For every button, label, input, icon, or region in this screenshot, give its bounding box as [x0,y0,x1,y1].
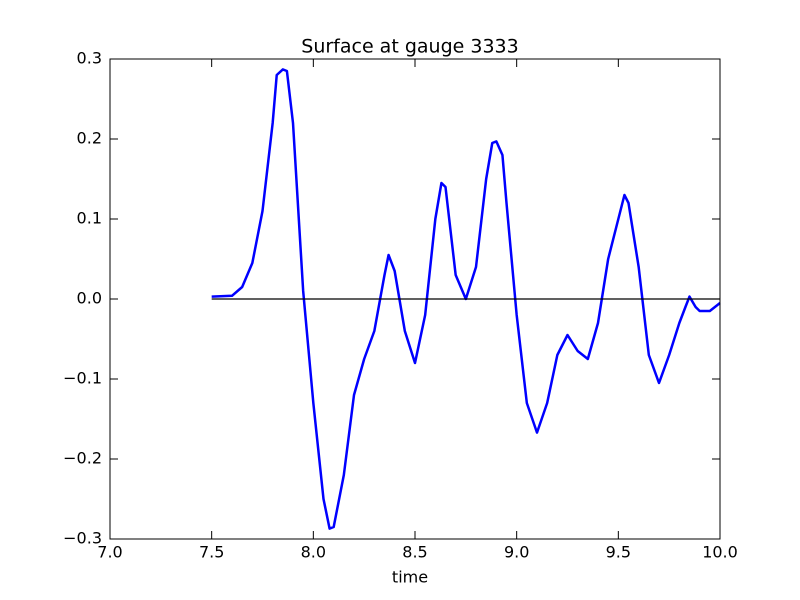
line-series [211,68,721,530]
y-tick-label: 0.2 [77,129,102,148]
x-tick-label: 8.0 [301,543,326,562]
y-tick-label: 0.0 [77,289,102,308]
x-axis-label: time [392,568,428,587]
plot-frame [109,58,721,540]
chart-title: Surface at gauge 3333 [301,36,518,58]
y-tick-label: −0.2 [63,449,102,468]
x-tick-label: 7.0 [97,543,122,562]
x-tick-label: 9.5 [606,543,631,562]
y-tick-label: 0.3 [77,49,102,68]
y-tick-label: −0.3 [63,529,102,548]
x-tick-label: 9.0 [504,543,529,562]
y-tick-label: 0.1 [77,209,102,228]
x-tick-label: 7.5 [199,543,224,562]
x-tick-label: 8.5 [402,543,427,562]
y-tick-label: −0.1 [63,369,102,388]
x-tick-label: 10.0 [702,543,738,562]
